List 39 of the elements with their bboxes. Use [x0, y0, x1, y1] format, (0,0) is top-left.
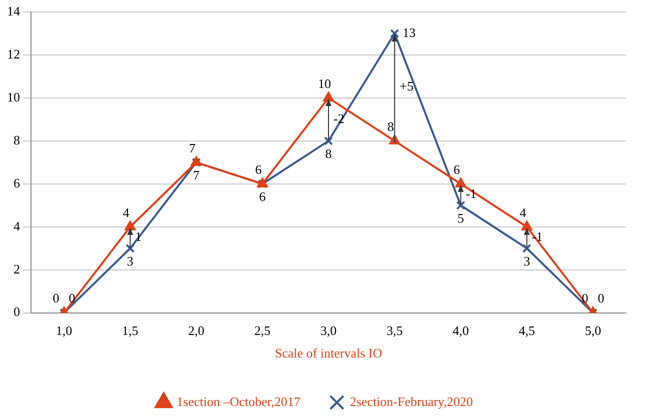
data-label: 6	[255, 162, 262, 177]
y-tick-label: 12	[7, 46, 20, 62]
data-label: 3	[126, 253, 134, 268]
y-tick-label: 8	[14, 132, 20, 148]
annotation: +5	[400, 78, 414, 94]
y-tick-label: 0	[14, 304, 20, 320]
data-label: 0	[582, 290, 588, 306]
data-label: 7	[193, 167, 200, 182]
x-tick-label: 5,0	[584, 323, 602, 338]
data-label: 10	[318, 76, 331, 91]
x-tick-label: 3,0	[320, 323, 337, 338]
data-label: 8	[387, 118, 394, 134]
data-label: 6	[259, 188, 266, 204]
data-label: 3	[524, 253, 530, 268]
y-tick-label: 10	[7, 89, 20, 104]
x-axis-title: Scale of intervals IO	[274, 346, 382, 361]
y-tick-label: 14	[7, 3, 20, 18]
data-label: 13	[402, 24, 416, 40]
legend-label: 2section-February,2020	[350, 394, 473, 409]
x-tick-label: 2,5	[254, 323, 271, 338]
data-label: 5	[457, 210, 464, 226]
x-tick-label: 3,5	[386, 323, 403, 338]
data-label: 7	[189, 140, 196, 156]
x-tick-label: 1,0	[56, 323, 72, 338]
x-tick-label: 1,5	[122, 323, 138, 338]
y-tick-label: 4	[14, 218, 20, 234]
data-label: 0	[68, 290, 76, 306]
data-label: 4	[520, 204, 527, 220]
data-label: 8	[325, 146, 332, 161]
legend-label: 1section –October,2017	[176, 394, 301, 409]
x-tick-label: 4,5	[518, 323, 535, 338]
x-tick-label: 2,0	[188, 323, 204, 338]
data-label: 4	[122, 204, 130, 220]
x-tick-label: 4,0	[452, 323, 469, 338]
data-label: 0	[598, 290, 604, 306]
data-label: 6	[453, 162, 460, 177]
y-tick-label: 6	[14, 175, 20, 190]
data-label: 0	[52, 290, 60, 306]
y-tick-label: 2	[14, 261, 20, 276]
